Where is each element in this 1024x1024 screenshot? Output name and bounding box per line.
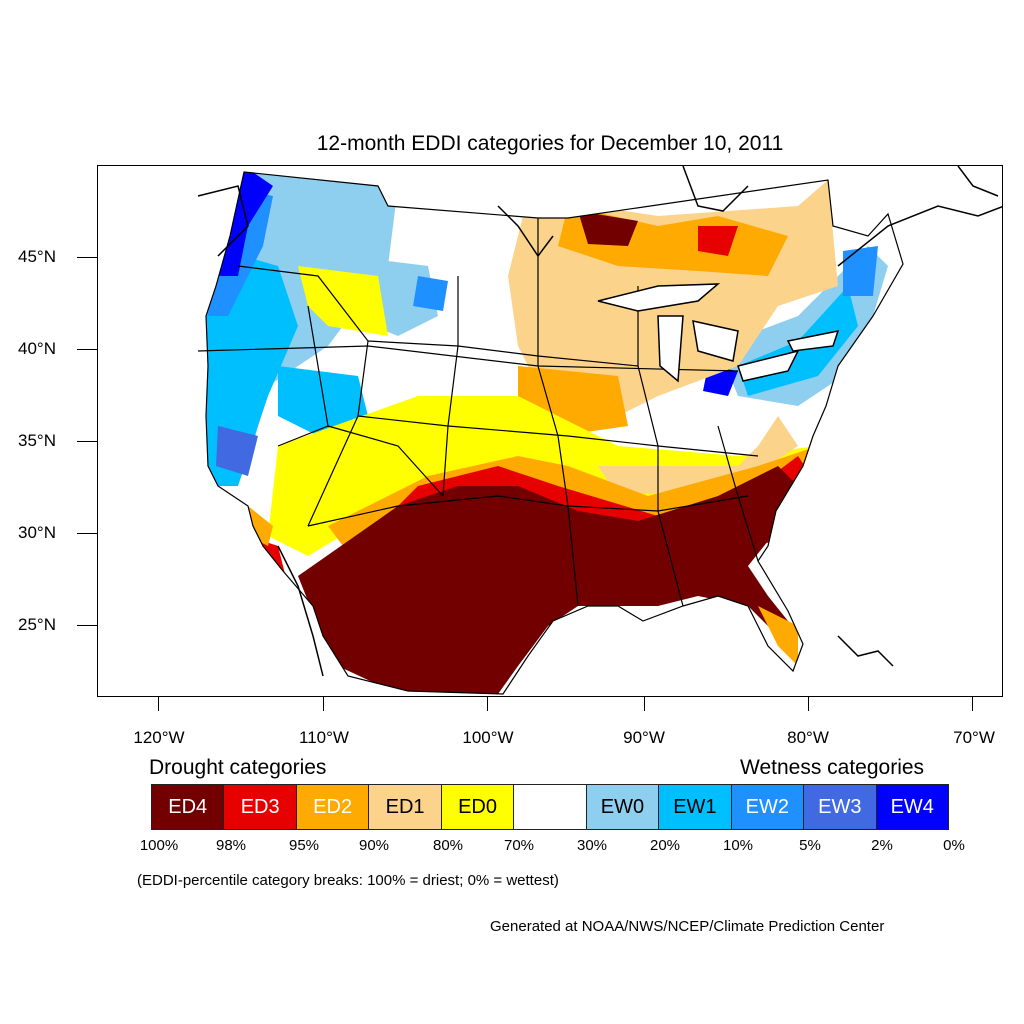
break-label: 5%	[799, 837, 821, 854]
lat-label-30: 30°N	[18, 523, 56, 542]
break-label: 98%	[215, 837, 247, 854]
lat-tick	[77, 533, 97, 534]
eddi-map	[197, 166, 1002, 695]
lon-tick	[808, 697, 809, 711]
legend-box-ew1: EW1	[659, 785, 732, 829]
break-label: 30%	[576, 837, 608, 854]
legend-box-ed1: ED1	[369, 785, 442, 829]
category-note: (EDDI-percentile category breaks: 100% =…	[137, 872, 559, 889]
lon-label-120w: 120°W	[133, 728, 185, 747]
lon-label-100w: 100°W	[462, 728, 514, 747]
lon-tick	[487, 697, 488, 711]
drought-heading: Drought categories	[149, 756, 327, 779]
break-label: 20%	[649, 837, 681, 854]
wetness-heading: Wetness categories	[740, 756, 925, 779]
legend-box-ew3: EW3	[804, 785, 877, 829]
map-title: 12-month EDDI categories for December 10…	[316, 132, 784, 155]
break-label: 70%	[503, 837, 535, 854]
legend-box-ed0: ED0	[441, 785, 515, 829]
legend-colorbar: ED4 ED3 ED2 ED1 ED0 EW0 EW1 EW2 EW3 EW4	[151, 784, 949, 830]
lon-label-80w: 80°W	[787, 728, 829, 747]
lat-label-45: 45°N	[18, 247, 56, 266]
legend-box-ew2: EW2	[731, 785, 805, 829]
legend-box-ew4: EW4	[876, 785, 948, 829]
lon-tick	[644, 697, 645, 711]
lat-tick	[77, 349, 97, 350]
break-label: 10%	[722, 837, 754, 854]
lat-tick	[77, 441, 97, 442]
lon-label-110w: 110°W	[299, 728, 349, 747]
break-label: 0%	[943, 837, 965, 854]
credit-line: Generated at NOAA/NWS/NCEP/Climate Predi…	[490, 918, 885, 935]
break-label: 100%	[139, 837, 179, 854]
lat-label-35: 35°N	[18, 431, 56, 450]
lon-label-90w: 90°W	[623, 728, 665, 747]
legend-box-ed4: ED4	[152, 785, 225, 829]
lat-tick	[77, 625, 97, 626]
legend-box-ew0: EW0	[586, 785, 660, 829]
lat-label-40: 40°N	[18, 339, 56, 358]
map-panel	[97, 165, 1003, 697]
break-label: 80%	[432, 837, 464, 854]
lon-tick	[158, 697, 159, 711]
legend-box-ed2: ED2	[296, 785, 370, 829]
lon-label-70w: 70°W	[953, 728, 995, 747]
lon-tick	[323, 697, 324, 711]
break-label: 95%	[288, 837, 320, 854]
break-label: 90%	[358, 837, 390, 854]
lat-label-25: 25°N	[18, 615, 56, 634]
lat-tick	[77, 257, 97, 258]
legend-box-normal	[514, 785, 587, 829]
legend-box-ed3: ED3	[224, 785, 297, 829]
break-label: 2%	[871, 837, 893, 854]
lon-tick	[972, 697, 973, 711]
